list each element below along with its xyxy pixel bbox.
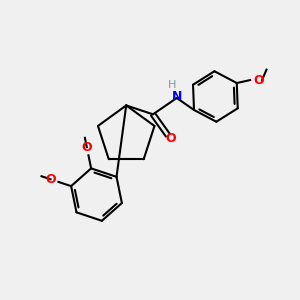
Text: O: O bbox=[45, 173, 56, 186]
Text: O: O bbox=[166, 132, 176, 145]
Text: N: N bbox=[172, 90, 182, 103]
Text: H: H bbox=[168, 80, 176, 90]
Text: O: O bbox=[82, 141, 92, 154]
Text: O: O bbox=[253, 74, 264, 87]
